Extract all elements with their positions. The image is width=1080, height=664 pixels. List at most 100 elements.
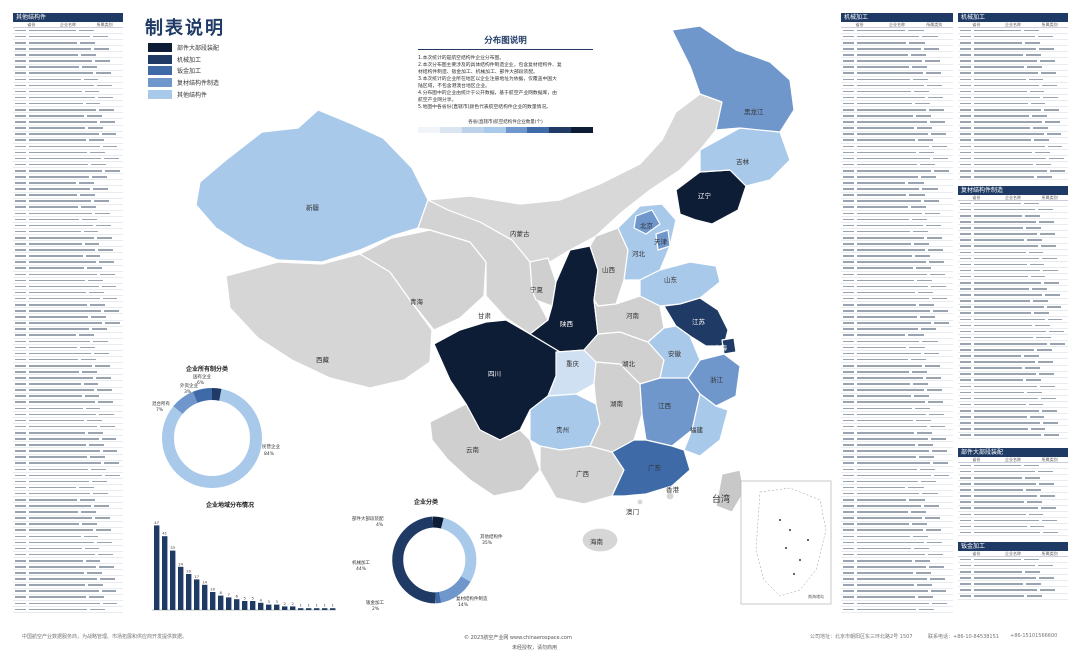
province-guizhou[interactable] bbox=[529, 393, 601, 451]
label-shanghai: 上海 bbox=[714, 343, 728, 352]
table-row bbox=[841, 516, 953, 522]
table-row bbox=[958, 274, 1068, 281]
province-liaoning[interactable] bbox=[675, 169, 747, 225]
province-fujian[interactable] bbox=[683, 393, 729, 457]
table-row bbox=[13, 503, 123, 510]
bar-value-label: 1 bbox=[331, 603, 334, 608]
table-row bbox=[841, 156, 953, 163]
table-row bbox=[841, 351, 953, 358]
bar-value-label: 5 bbox=[251, 596, 254, 601]
table-row bbox=[958, 107, 1068, 114]
table-row bbox=[13, 601, 123, 607]
table-row bbox=[13, 168, 123, 175]
province-qinghai[interactable] bbox=[359, 229, 487, 331]
bar bbox=[210, 592, 216, 610]
bar bbox=[226, 597, 232, 610]
bar bbox=[258, 602, 264, 610]
table-rows bbox=[958, 463, 1068, 537]
province-heilongjiang[interactable] bbox=[671, 25, 795, 133]
bar-value-label: 1 bbox=[299, 603, 302, 608]
bar bbox=[234, 599, 240, 610]
table-row bbox=[13, 144, 123, 150]
province-taiwan[interactable] bbox=[715, 469, 745, 513]
table-row bbox=[841, 564, 953, 571]
table-rows bbox=[13, 28, 123, 618]
province-hebei[interactable] bbox=[617, 203, 677, 281]
legend-item: 钣金加工 bbox=[148, 65, 219, 77]
label-taiwan: 台湾 bbox=[712, 493, 730, 505]
province-tianjin[interactable] bbox=[655, 229, 671, 251]
inset-label: 南海诸岛 bbox=[808, 593, 824, 599]
slice-other bbox=[440, 517, 477, 582]
province-hongkong[interactable] bbox=[665, 491, 675, 501]
province-macau[interactable] bbox=[636, 498, 644, 506]
table-row bbox=[958, 575, 1068, 582]
bar bbox=[154, 525, 160, 610]
table-row bbox=[958, 28, 1068, 35]
province-xinjiang[interactable] bbox=[195, 109, 429, 263]
table-row bbox=[958, 65, 1068, 71]
table-row bbox=[958, 414, 1068, 421]
table-row bbox=[841, 363, 953, 370]
label-beijing: 北京 bbox=[640, 221, 654, 230]
table-row bbox=[958, 201, 1068, 208]
province-shanghai[interactable] bbox=[721, 337, 737, 355]
label-jiangsu: 江苏 bbox=[692, 317, 706, 326]
label-qinghai: 青海 bbox=[410, 297, 424, 306]
table-row bbox=[13, 34, 123, 41]
table-row bbox=[13, 150, 123, 156]
table-row bbox=[13, 418, 123, 425]
table-row bbox=[13, 107, 123, 114]
label-anhui: 安徽 bbox=[668, 349, 682, 358]
mid-company-table: 机械加工 省份 企业名称 所属类别 bbox=[841, 13, 953, 620]
table-row bbox=[13, 375, 123, 382]
table-row bbox=[841, 223, 953, 230]
bar-value-label: 10 bbox=[210, 587, 215, 592]
table-row bbox=[958, 500, 1068, 506]
legend-swatch bbox=[148, 89, 172, 99]
bar-value-label: 3 bbox=[267, 599, 270, 604]
description-title: 分布图说明 bbox=[418, 34, 593, 50]
province-hainan[interactable] bbox=[581, 527, 619, 553]
bar-value-label: 1 bbox=[323, 603, 326, 608]
province-shandong[interactable] bbox=[639, 261, 721, 307]
table-row bbox=[958, 225, 1068, 232]
map-legend: 部件大部段装配 机械加工 钣金加工 复材结构件制造 其他结构件 bbox=[148, 42, 219, 100]
table-row bbox=[958, 58, 1068, 65]
table-row bbox=[958, 207, 1068, 214]
table-row bbox=[841, 400, 953, 406]
ownership-label-state: 国有企业 bbox=[193, 373, 211, 380]
label-chongqing: 重庆 bbox=[566, 359, 580, 368]
bar-value-label: 5 bbox=[243, 596, 246, 601]
province-xizang[interactable] bbox=[225, 253, 433, 389]
table-row bbox=[958, 150, 1068, 156]
category-value-other: 35% bbox=[482, 540, 493, 546]
table-row bbox=[958, 52, 1068, 59]
label-fujian: 福建 bbox=[690, 425, 704, 434]
bar-value-label: 1 bbox=[315, 603, 318, 608]
ownership-value-private: 84% bbox=[264, 451, 275, 457]
table-row bbox=[841, 595, 953, 601]
table-row bbox=[958, 487, 1068, 494]
label-liaoning: 辽宁 bbox=[698, 191, 712, 200]
category-label-machining: 机械加工 bbox=[352, 559, 370, 566]
table-row bbox=[958, 219, 1068, 226]
table-row bbox=[841, 491, 953, 498]
table-row bbox=[841, 229, 953, 236]
table-row bbox=[13, 534, 123, 540]
bar bbox=[274, 604, 280, 610]
table-header: 钣金加工 bbox=[958, 542, 1068, 551]
right-table-assembly: 部件大部段装配 省份 企业名称 所属类别 bbox=[958, 448, 1068, 538]
table-row bbox=[958, 280, 1068, 287]
table-row bbox=[841, 388, 953, 394]
label-shaanxi: 陕西 bbox=[560, 319, 574, 328]
table-row bbox=[13, 558, 123, 565]
label-shandong: 山东 bbox=[664, 275, 678, 284]
province-beijing[interactable] bbox=[633, 209, 661, 235]
table-row bbox=[958, 481, 1068, 488]
table-row bbox=[841, 241, 953, 248]
table-row bbox=[841, 113, 953, 120]
label-heilongjiang: 黑龙江 bbox=[744, 107, 764, 116]
province-guangdong[interactable] bbox=[611, 439, 691, 497]
bar-value-label: 17 bbox=[194, 574, 199, 579]
